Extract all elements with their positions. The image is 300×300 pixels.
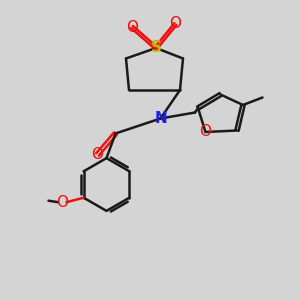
Text: O: O (92, 147, 104, 162)
Text: O: O (200, 124, 211, 140)
Text: N: N (154, 111, 167, 126)
Text: O: O (56, 195, 68, 210)
Text: S: S (151, 40, 161, 56)
Text: O: O (126, 20, 138, 34)
Text: O: O (169, 16, 181, 32)
